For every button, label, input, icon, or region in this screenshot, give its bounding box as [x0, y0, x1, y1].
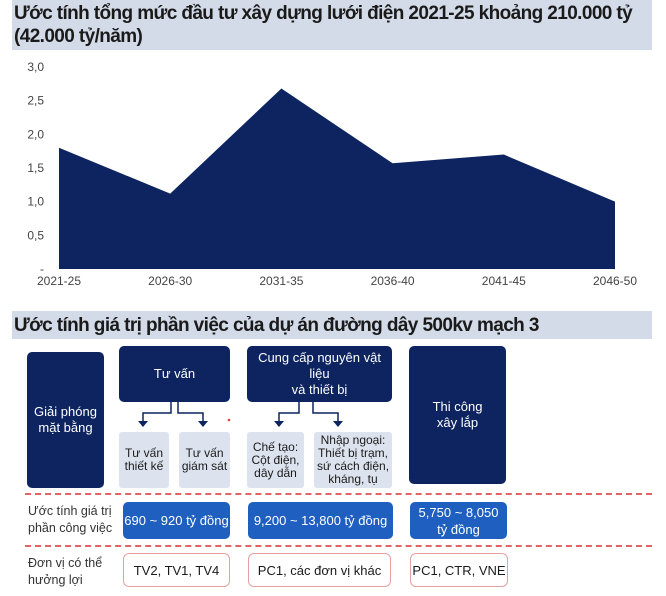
y-tick-label: 2,0 [27, 127, 44, 141]
benef-thi-cong: PC1, CTR, VNE [410, 553, 508, 587]
benef-tu-van: TV2, TV1, TV4 [123, 553, 230, 587]
area-chart: - 0,5 1,0 1,5 2,0 2,5 3,0 2021-25 2026-30 2031-35… [27, 60, 637, 288]
y-tick-label: - [40, 262, 44, 276]
connector-arrows [138, 402, 343, 427]
x-tick-label: 2041-45 [482, 274, 526, 288]
value-cung-cap: 9,200 ~ 13,800 tỷ đồng [248, 502, 393, 539]
y-tick-label: 2,5 [27, 94, 44, 108]
y-tick-label: 3,0 [27, 60, 44, 74]
x-tick-label: 2031-35 [259, 274, 303, 288]
benef-cung-cap: PC1, các đơn vị khác [248, 553, 391, 587]
value-tu-van: 690 ~ 920 tỷ đồng [123, 502, 230, 539]
sub-tv-giam-sat: Tư vấn giám sát [179, 432, 230, 488]
box-tu-van: Tư vấn [119, 346, 230, 402]
row-label-value: Ước tính giá trị phần công việc [28, 504, 113, 535]
x-tick-label: 2036-40 [371, 274, 415, 288]
area-series [59, 88, 615, 269]
y-tick-label: 1,0 [27, 195, 44, 209]
x-tick-label: 2021-25 [37, 274, 81, 288]
chart-title: Ước tính tổng mức đầu tư xây dựng lưới đ… [12, 0, 652, 50]
x-tick-label: 2026-30 [148, 274, 192, 288]
y-tick-label: 0,5 [27, 228, 44, 242]
value-thi-cong: 5,750 ~ 8,050 tỷ đồng [410, 502, 507, 539]
divider [25, 493, 652, 495]
sub-nhap-ngoai: Nhập ngoại: Thiết bị trạm, sứ cách điện,… [314, 432, 392, 488]
box-gpmb: Giải phóng mặt bằng [27, 352, 104, 488]
sub-tv-thiet-ke: Tư vấn thiết kế [119, 432, 169, 488]
x-tick-label: 2046-50 [593, 274, 637, 288]
section-title: Ước tính giá trị phần việc của dự án đườ… [12, 311, 652, 339]
box-cung-cap: Cung cấp nguyên vật liệu và thiết bị [247, 346, 392, 402]
row-label-beneficiary: Đơn vị có thể hưởng lợi [28, 556, 103, 587]
divider [25, 545, 652, 547]
sub-che-tao: Chế tạo: Cột điện, dây dẫn [247, 432, 304, 488]
y-tick-label: 1,5 [27, 161, 44, 175]
box-thi-cong: Thi công xây lắp [409, 346, 506, 484]
